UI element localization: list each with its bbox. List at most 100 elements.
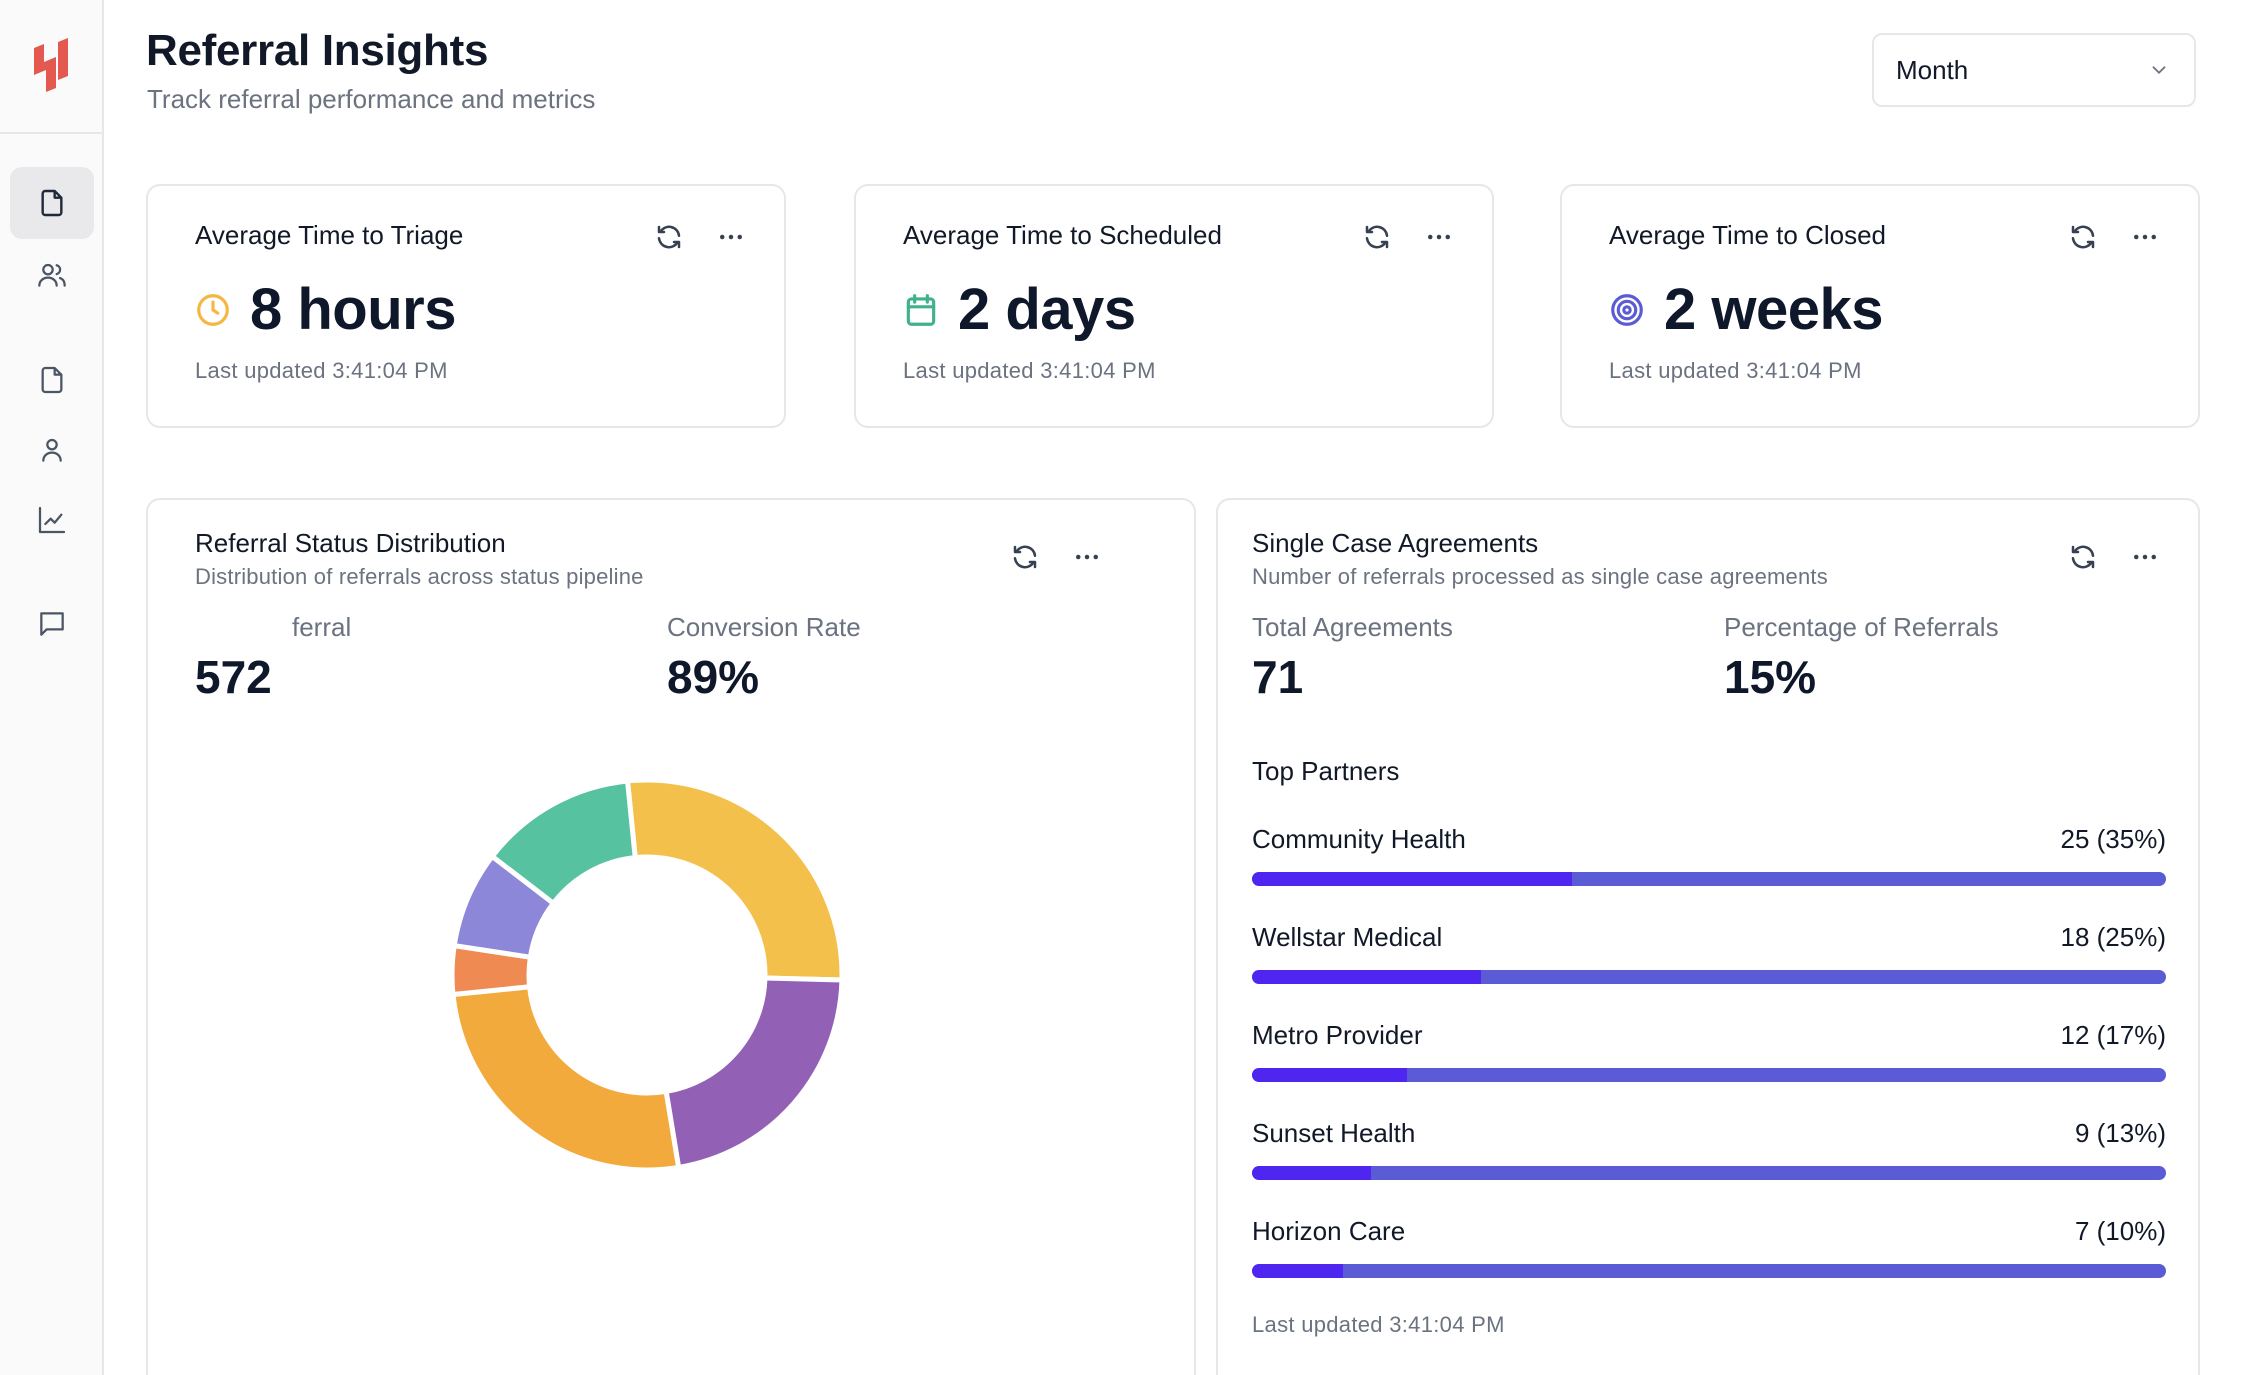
kpi-card-triage: Average Time to Triage 8 hours Last upda… <box>146 184 786 428</box>
refresh-button[interactable] <box>652 220 686 254</box>
metric-label-total-agreements: Total Agreements <box>1252 612 1453 642</box>
more-options-button[interactable] <box>1070 540 1104 574</box>
refresh-icon <box>1365 225 1389 249</box>
partner-progress-fill <box>1252 1166 1371 1180</box>
single-case-panel: Single Case Agreements Number of referra… <box>1216 498 2200 1375</box>
last-updated-text: Last updated 3:41:04 PM <box>903 358 1156 383</box>
partner-name: Horizon Care <box>1252 1216 1406 1246</box>
donut-slice[interactable] <box>488 780 638 907</box>
sidebar <box>0 0 104 1375</box>
refresh-icon <box>657 225 681 249</box>
metric-value-total-agreements: 71 <box>1252 651 1304 703</box>
kpi-value-row: 2 days <box>902 276 1136 343</box>
card-actions <box>652 220 748 254</box>
more-horizontal-icon <box>2134 554 2156 560</box>
chart-line-icon <box>38 506 66 534</box>
more-options-button[interactable] <box>2128 220 2162 254</box>
partner-value: 12 (17%) <box>2060 1020 2167 1050</box>
kpi-title: Average Time to Closed <box>1609 220 1886 250</box>
metric-value-total: 572 <box>195 651 272 703</box>
more-horizontal-icon <box>1428 234 1450 240</box>
metric-value-conversion: 89% <box>667 651 760 703</box>
sidebar-item-users[interactable] <box>10 239 94 311</box>
top-partners-heading: Top Partners <box>1252 756 1400 786</box>
users-icon <box>38 263 66 287</box>
partner-progress-fill <box>1252 1068 1408 1082</box>
page-title: Referral Insights <box>146 26 489 75</box>
sidebar-divider <box>0 132 104 134</box>
file-icon <box>41 189 63 217</box>
clock-icon <box>194 291 232 329</box>
kpi-title: Average Time to Triage <box>195 220 464 250</box>
kpi-title: Average Time to Scheduled <box>903 220 1222 250</box>
kpi-card-scheduled: Average Time to Scheduled 2 days Last up… <box>854 184 1494 428</box>
kpi-value-row: 2 weeks <box>1608 276 1884 343</box>
brand-logo-icon[interactable] <box>30 38 74 94</box>
metric-label-percentage: Percentage of Referrals <box>1724 612 1999 642</box>
partner-progress-bar <box>1252 1068 2166 1082</box>
partner-row: Sunset Health 9 (13%) <box>1252 1118 2166 1184</box>
metric-label-conversion: Conversion Rate <box>667 612 861 642</box>
refresh-button[interactable] <box>1360 220 1394 254</box>
refresh-icon <box>2071 225 2095 249</box>
sidebar-item-analytics[interactable] <box>10 484 94 556</box>
refresh-button[interactable] <box>1008 540 1042 574</box>
file-icon <box>41 366 63 394</box>
more-options-button[interactable] <box>714 220 748 254</box>
partner-value: 9 (13%) <box>2074 1118 2166 1148</box>
more-options-button[interactable] <box>2128 540 2162 574</box>
sidebar-item-files[interactable] <box>10 344 94 416</box>
panel-title: Referral Status Distribution <box>195 528 506 558</box>
donut-slice[interactable] <box>663 975 842 1170</box>
kpi-value: 2 days <box>958 277 1136 342</box>
partner-name: Community Health <box>1252 824 1466 854</box>
last-updated-text: Last updated 3:41:04 PM <box>1609 358 1862 383</box>
partner-row: Wellstar Medical 18 (25%) <box>1252 922 2166 988</box>
metric-label-total: ferral <box>292 612 352 642</box>
period-select[interactable]: Month <box>1872 33 2196 107</box>
partner-row: Community Health 25 (35%) <box>1252 824 2166 890</box>
more-options-button[interactable] <box>1422 220 1456 254</box>
sidebar-item-documents[interactable] <box>10 167 94 239</box>
page-subtitle: Track referral performance and metrics <box>147 84 596 114</box>
last-updated-text: Last updated 3:41:04 PM <box>195 358 448 383</box>
partner-row: Metro Provider 12 (17%) <box>1252 1020 2166 1086</box>
donut-slice[interactable] <box>624 780 842 983</box>
card-actions <box>1008 540 1104 574</box>
refresh-button[interactable] <box>2066 220 2100 254</box>
panel-title: Single Case Agreements <box>1252 528 1539 558</box>
partner-name: Sunset Health <box>1252 1118 1416 1148</box>
partner-name: Metro Provider <box>1252 1020 1423 1050</box>
partner-progress-fill <box>1252 1264 1344 1278</box>
partner-progress-bar <box>1252 970 2166 984</box>
partner-progress-fill <box>1252 872 1572 886</box>
refresh-icon <box>1013 545 1037 569</box>
partner-value: 18 (25%) <box>2060 922 2167 952</box>
sidebar-item-profile[interactable] <box>10 414 94 486</box>
sidebar-item-messages[interactable] <box>10 588 94 660</box>
period-select-value: Month <box>1896 54 1969 85</box>
donut-slice[interactable] <box>452 984 682 1170</box>
card-actions <box>2066 540 2162 574</box>
more-horizontal-icon <box>720 234 742 240</box>
panel-subtitle: Distribution of referrals across status … <box>195 564 644 589</box>
refresh-icon <box>2071 545 2095 569</box>
more-horizontal-icon <box>2134 234 2156 240</box>
card-actions <box>2066 220 2162 254</box>
partner-row: Horizon Care 7 (10%) <box>1252 1216 2166 1282</box>
kpi-value-row: 8 hours <box>194 276 457 343</box>
partner-progress-bar <box>1252 1166 2166 1180</box>
status-donut-chart[interactable] <box>452 780 842 1170</box>
refresh-button[interactable] <box>2066 540 2100 574</box>
partner-progress-bar <box>1252 872 2166 886</box>
panel-subtitle: Number of referrals processed as single … <box>1252 564 1828 589</box>
more-horizontal-icon <box>1076 554 1098 560</box>
message-icon <box>40 612 64 636</box>
kpi-value: 8 hours <box>250 277 457 342</box>
kpi-card-closed: Average Time to Closed 2 weeks Last upda… <box>1560 184 2200 428</box>
status-distribution-panel: Referral Status Distribution Distributio… <box>146 498 1196 1375</box>
card-actions <box>1360 220 1456 254</box>
target-icon <box>1608 291 1646 329</box>
partner-name: Wellstar Medical <box>1252 922 1443 952</box>
chevron-down-icon <box>2152 66 2166 75</box>
